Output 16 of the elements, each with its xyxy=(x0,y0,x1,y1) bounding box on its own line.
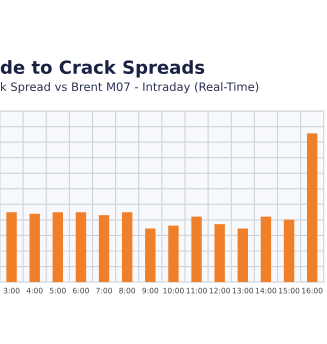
bar xyxy=(98,215,110,282)
bar xyxy=(76,212,86,282)
bar xyxy=(52,212,64,282)
chart-title: de to Crack Spreads xyxy=(0,60,204,78)
bar xyxy=(122,212,132,282)
bar xyxy=(238,228,248,282)
bar xyxy=(260,216,272,282)
bar xyxy=(168,226,179,282)
bar xyxy=(6,212,17,282)
bar xyxy=(284,220,294,282)
bar xyxy=(306,133,318,282)
bar xyxy=(214,224,225,282)
bar xyxy=(191,216,202,282)
bar xyxy=(29,214,40,282)
chart-subtitle: k Spread vs Brent M07 - Intraday (Real-Time) xyxy=(1,82,258,94)
bar xyxy=(145,228,156,282)
